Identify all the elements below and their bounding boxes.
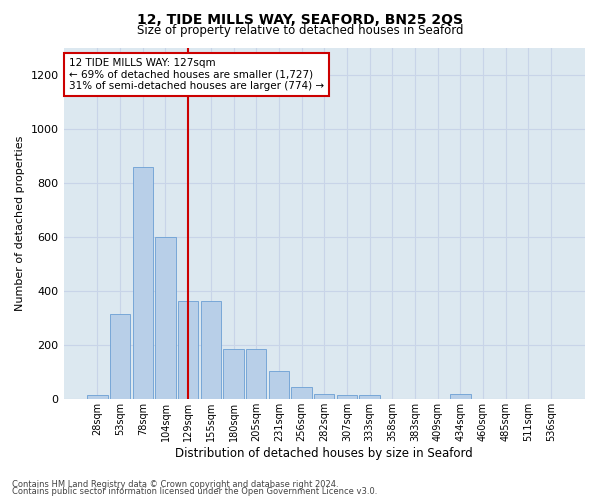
Bar [110, 314, 130, 400]
Bar [87, 395, 107, 400]
Bar [246, 349, 266, 400]
Y-axis label: Number of detached properties: Number of detached properties [15, 136, 25, 311]
Bar [359, 395, 380, 400]
Text: Contains public sector information licensed under the Open Government Licence v3: Contains public sector information licen… [12, 488, 377, 496]
Text: Contains HM Land Registry data © Crown copyright and database right 2024.: Contains HM Land Registry data © Crown c… [12, 480, 338, 489]
Text: 12 TIDE MILLS WAY: 127sqm
← 69% of detached houses are smaller (1,727)
31% of se: 12 TIDE MILLS WAY: 127sqm ← 69% of detac… [69, 58, 324, 92]
Bar [178, 300, 199, 400]
X-axis label: Distribution of detached houses by size in Seaford: Distribution of detached houses by size … [175, 447, 473, 460]
Bar [292, 387, 312, 400]
Bar [314, 394, 334, 400]
Text: Size of property relative to detached houses in Seaford: Size of property relative to detached ho… [137, 24, 463, 37]
Bar [450, 394, 470, 400]
Bar [337, 395, 357, 400]
Text: 12, TIDE MILLS WAY, SEAFORD, BN25 2QS: 12, TIDE MILLS WAY, SEAFORD, BN25 2QS [137, 12, 463, 26]
Bar [155, 237, 176, 400]
Bar [133, 166, 153, 400]
Bar [200, 300, 221, 400]
Bar [223, 349, 244, 400]
Bar [269, 371, 289, 400]
